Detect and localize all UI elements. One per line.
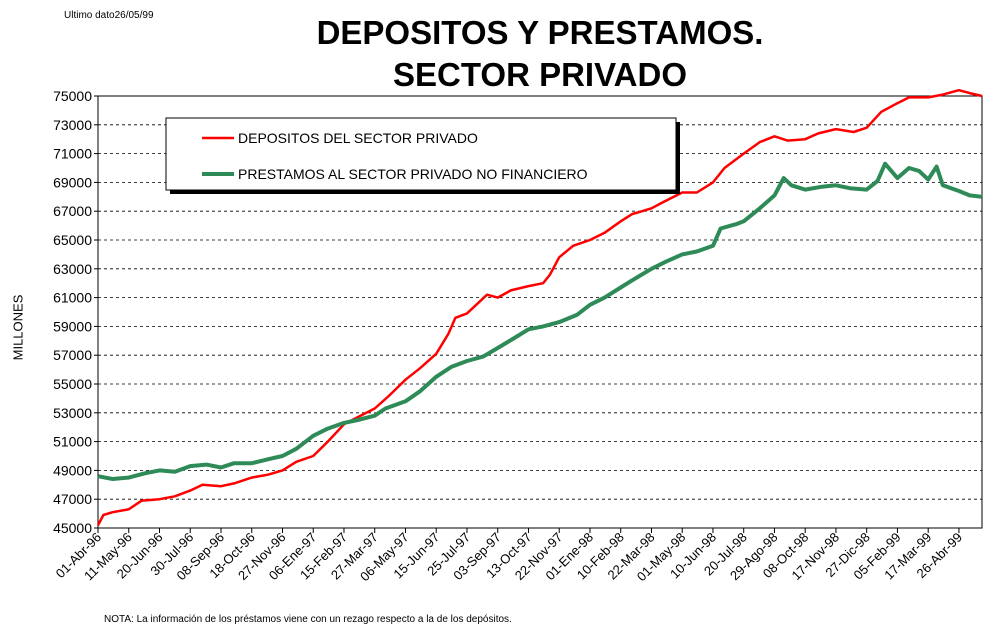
- y-tick-label-5: 55000: [53, 376, 92, 392]
- y-tick-label-12: 69000: [53, 174, 92, 190]
- y-tick-label-8: 61000: [53, 290, 92, 306]
- y-tick-label-0: 45000: [53, 520, 92, 536]
- y-tick-label-11: 67000: [53, 203, 92, 219]
- y-tick-label-7: 59000: [53, 318, 92, 334]
- y-tick-label-1: 47000: [53, 491, 92, 507]
- y-tick-label-10: 65000: [53, 232, 92, 248]
- y-tick-label-15: 75000: [53, 88, 92, 104]
- legend-label-0: DEPOSITOS DEL SECTOR PRIVADO: [238, 130, 478, 146]
- last-data-note: Ultimo dato26/05/99: [64, 10, 154, 21]
- legend-box: [165, 117, 677, 191]
- y-tick-label-13: 71000: [53, 146, 92, 162]
- footnote: NOTA: La información de los préstamos vi…: [104, 614, 512, 625]
- series-line-1: [97, 161, 983, 481]
- legend-label-1: PRESTAMOS AL SECTOR PRIVADO NO FINANCIER…: [238, 166, 588, 182]
- plot-frame: [97, 95, 983, 529]
- y-tick-label-3: 51000: [53, 434, 92, 450]
- y-tick-label-6: 57000: [53, 347, 92, 363]
- y-tick-label-2: 49000: [53, 462, 92, 478]
- chart-title-line-1: DEPOSITOS Y PRESTAMOS.: [316, 14, 764, 51]
- y-tick-label-14: 73000: [53, 117, 92, 133]
- chart-title-line-2: SECTOR PRIVADO: [393, 56, 687, 93]
- y-tick-label-4: 53000: [53, 405, 92, 421]
- series-line-0: [96, 88, 983, 526]
- y-tick-label-9: 63000: [53, 261, 92, 277]
